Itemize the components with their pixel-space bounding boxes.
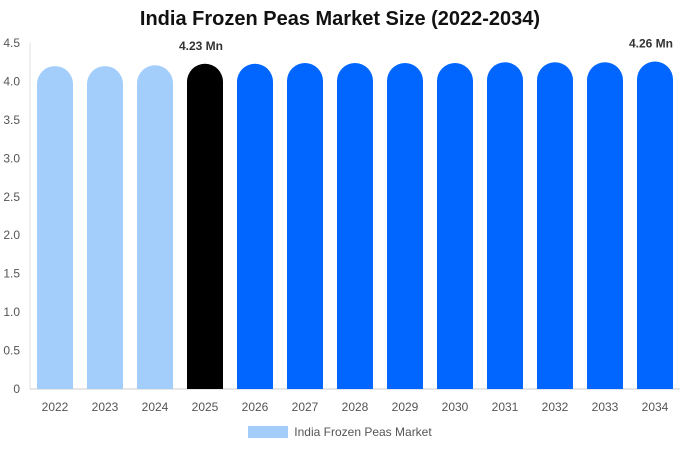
y-tick-label: 4.0	[3, 74, 20, 88]
x-tick-label: 2032	[542, 400, 569, 414]
x-tick-label: 2025	[192, 400, 219, 414]
x-tick-label: 2031	[492, 400, 519, 414]
bar-2024	[137, 65, 173, 389]
bar-2032	[537, 62, 573, 389]
y-tick-label: 3.0	[3, 151, 20, 165]
x-tick-label: 2023	[92, 400, 119, 414]
y-tick-label: 4.5	[3, 36, 20, 50]
data-label-2025: 4.23 Mn	[179, 39, 223, 53]
bar-2033	[587, 62, 623, 389]
y-tick-label: 2.5	[3, 190, 20, 204]
x-tick-label: 2034	[642, 400, 669, 414]
y-tick-label: 1.5	[3, 267, 20, 281]
chart-plot: 0 0.5 1.0 1.5 2.0 2.5 3.0 3.5 4.0 4.5 2022 2023 2024…	[3, 36, 680, 414]
bar-2028	[337, 62, 373, 389]
x-tick-label: 2022	[42, 400, 69, 414]
bar-2031	[487, 62, 523, 389]
y-tick-label: 0.5	[3, 344, 20, 358]
x-tick-label: 2030	[442, 400, 469, 414]
bar-2022	[37, 66, 73, 389]
x-tick-label: 2029	[392, 400, 419, 414]
x-tick-label: 2027	[292, 400, 319, 414]
x-tick-label: 2024	[142, 400, 169, 414]
legend-swatch	[248, 426, 289, 438]
y-tick-label: 0	[13, 382, 20, 396]
bar-2026	[237, 63, 273, 389]
data-label-2034: 4.26 Mn	[629, 36, 673, 50]
chart-title: India Frozen Peas Market Size (2022-2034…	[139, 8, 541, 30]
legend: India Frozen Peas Market	[0, 425, 680, 439]
y-tick-label: 3.5	[3, 113, 20, 127]
y-tick-label: 1.0	[3, 305, 20, 319]
bar-2029	[387, 62, 423, 389]
bar-2025	[187, 63, 223, 389]
legend-label: India Frozen Peas Market	[294, 425, 432, 439]
y-tick-label: 2.0	[3, 228, 20, 242]
x-tick-label: 2028	[342, 400, 369, 414]
x-tick-label: 2026	[242, 400, 269, 414]
bar-2030	[437, 62, 473, 389]
bar-2034	[637, 61, 673, 389]
bar-2027	[287, 62, 323, 389]
bar-2023	[87, 66, 123, 389]
x-tick-label: 2033	[592, 400, 619, 414]
